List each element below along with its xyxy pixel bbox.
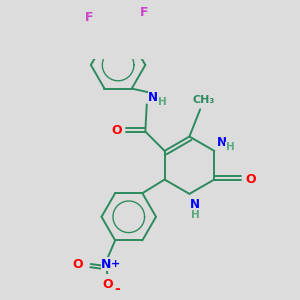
Text: H: H bbox=[158, 97, 167, 107]
Text: N: N bbox=[216, 136, 226, 149]
Text: N: N bbox=[101, 257, 112, 271]
Text: F: F bbox=[85, 11, 93, 23]
Text: N: N bbox=[148, 91, 158, 104]
Text: +: + bbox=[111, 259, 121, 269]
Text: O: O bbox=[73, 257, 83, 271]
Text: H: H bbox=[226, 142, 234, 152]
Text: O: O bbox=[111, 124, 122, 137]
Text: CH₃: CH₃ bbox=[193, 95, 215, 105]
Text: N: N bbox=[190, 198, 200, 211]
Text: H: H bbox=[191, 210, 200, 220]
Text: F: F bbox=[140, 6, 149, 19]
Text: -: - bbox=[114, 282, 120, 296]
Text: O: O bbox=[245, 173, 256, 186]
Text: O: O bbox=[103, 278, 113, 291]
